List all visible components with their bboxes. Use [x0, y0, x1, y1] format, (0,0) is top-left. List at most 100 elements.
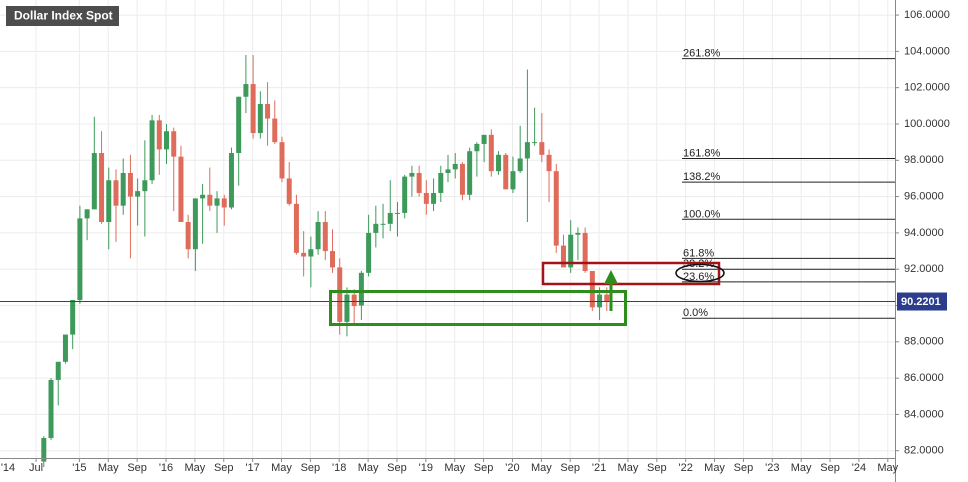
y-tick-label: 84.0000	[904, 408, 944, 420]
last-price-tag	[897, 292, 947, 311]
candle-body	[149, 120, 155, 181]
candle-body	[344, 294, 350, 322]
x-tick-label: Sep	[734, 462, 754, 474]
x-tick-label: '20	[505, 462, 519, 474]
candle-body	[243, 84, 249, 97]
x-tick-label: May	[531, 462, 552, 474]
y-tick-label: 98.0000	[904, 154, 944, 166]
candle-body	[41, 438, 47, 462]
y-tick-label: 102.0000	[904, 82, 950, 94]
x-tick-label: '17	[245, 462, 259, 474]
x-tick-label: '23	[765, 462, 779, 474]
candle-body	[200, 194, 206, 199]
candle-body	[62, 334, 68, 362]
fib-label: 161.8%	[683, 147, 721, 159]
arrow-head	[604, 270, 618, 284]
candle-body	[55, 361, 61, 380]
y-tick-label: 86.0000	[904, 372, 944, 384]
x-tick-label: Sep	[474, 462, 494, 474]
candle-body	[467, 151, 473, 195]
title-box	[6, 6, 119, 26]
candle-body	[445, 169, 451, 173]
x-tick-label: '21	[592, 462, 606, 474]
candle-body	[77, 218, 83, 301]
candle-body	[532, 142, 538, 144]
x-tick-label: Sep	[214, 462, 234, 474]
y-tick-label: 104.0000	[904, 45, 950, 57]
candle-body	[156, 120, 162, 150]
x-tick-label: Sep	[301, 462, 321, 474]
fib-label: 0.0%	[683, 307, 708, 319]
candle-body	[575, 232, 581, 235]
candle-body	[214, 198, 220, 206]
candle-body	[402, 176, 408, 213]
candle-body	[539, 142, 545, 155]
candle-body	[178, 156, 184, 223]
fib-label: 61.8%	[683, 247, 714, 259]
candle-body	[568, 234, 574, 268]
x-tick-label: Sep	[820, 462, 840, 474]
x-tick-label: May	[98, 462, 119, 474]
candle-body	[423, 192, 429, 204]
x-tick-label: May	[877, 462, 898, 474]
y-tick-label: 106.0000	[904, 9, 950, 21]
candle-body	[236, 96, 242, 154]
candle-body	[474, 143, 480, 152]
x-tick-label: Sep	[387, 462, 407, 474]
candle-body	[438, 172, 444, 193]
x-tick-label: May	[358, 462, 379, 474]
candle-body	[322, 222, 328, 252]
candle-body	[265, 104, 271, 119]
highlight-ellipse	[675, 263, 725, 283]
candle-body	[113, 180, 119, 206]
fib-label: 100.0%	[683, 208, 721, 220]
x-tick-label: Sep	[127, 462, 147, 474]
y-tick-label: 92.0000	[904, 263, 944, 275]
candle-body	[120, 172, 126, 206]
candle-body	[510, 171, 516, 190]
candle-body	[293, 203, 299, 253]
candle-body	[192, 198, 198, 250]
fib-label: 261.8%	[683, 48, 721, 60]
candle-body	[257, 104, 263, 134]
candle-body	[351, 294, 357, 307]
candle-body	[488, 134, 494, 172]
x-tick-label: May	[704, 462, 725, 474]
candle-body	[373, 223, 379, 233]
candle-body	[308, 249, 314, 257]
candle-body	[560, 245, 566, 268]
x-tick-label: Jul	[29, 462, 43, 474]
x-tick-label: '14	[1, 462, 15, 474]
x-tick-label: Sep	[647, 462, 667, 474]
candle-body	[431, 192, 437, 204]
x-tick-label: May	[444, 462, 465, 474]
candle-body	[142, 180, 148, 192]
candle-body	[91, 153, 97, 210]
fib-label: 23.6%	[683, 271, 714, 283]
y-tick-label: 94.0000	[904, 227, 944, 239]
x-tick-label: '24	[852, 462, 866, 474]
x-tick-label: May	[184, 462, 205, 474]
candle-body	[221, 198, 227, 208]
candle-body	[553, 171, 559, 246]
last-price-label: 90.2201	[901, 296, 941, 308]
candle-body	[286, 178, 292, 204]
candle-body	[228, 153, 234, 208]
x-tick-label: May	[271, 462, 292, 474]
candle-body	[301, 252, 307, 257]
candle-body	[70, 300, 76, 335]
y-tick-label: 88.0000	[904, 336, 944, 348]
candle-body	[337, 267, 343, 322]
candle-body	[366, 232, 372, 273]
x-tick-label: '16	[159, 462, 173, 474]
candle-body	[387, 212, 393, 224]
fib-label: 138.2%	[683, 171, 721, 183]
candle-body	[394, 212, 400, 214]
candle-body	[185, 222, 191, 250]
candle-body	[524, 142, 530, 159]
candle-body	[546, 154, 552, 172]
candle-body	[330, 251, 336, 268]
candle-body	[171, 131, 177, 157]
x-tick-label: Sep	[560, 462, 580, 474]
